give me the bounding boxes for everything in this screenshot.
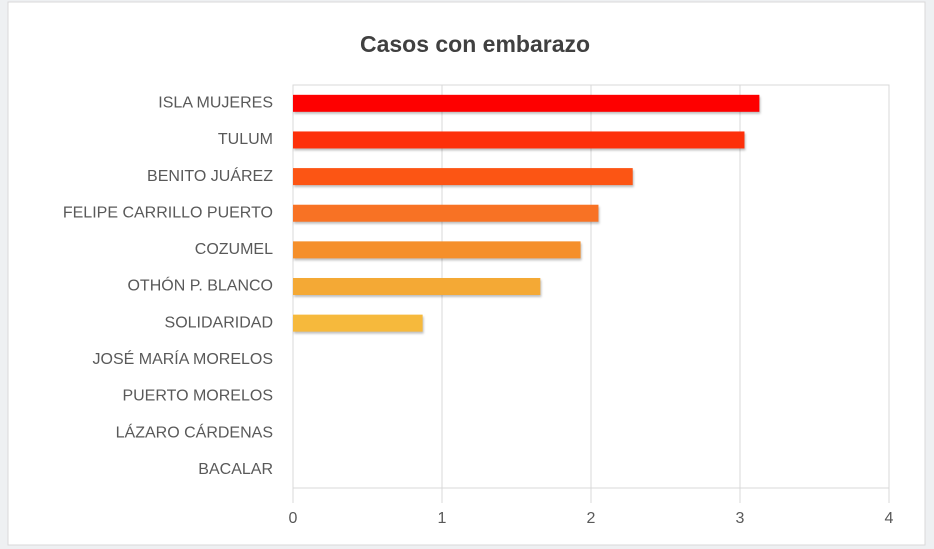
bar — [293, 168, 633, 186]
y-tick-label: LÁZARO CÁRDENAS — [116, 422, 273, 441]
chart-title: Casos con embarazo — [360, 31, 590, 57]
y-tick-label: FELIPE CARRILLO PUERTO — [63, 204, 273, 221]
x-tick-label: 3 — [736, 510, 745, 527]
y-tick-label: TULUM — [218, 131, 273, 148]
bar — [293, 314, 423, 332]
bar — [293, 241, 581, 259]
y-tick-label: BACALAR — [198, 461, 273, 478]
bar — [293, 278, 541, 295]
x-tick-label: 0 — [289, 510, 298, 527]
y-tick-label: JOSÉ MARÍA MORELOS — [93, 349, 273, 368]
x-tick-label: 2 — [587, 510, 596, 527]
y-tick-label: ISLA MUJERES — [158, 95, 273, 112]
y-tick-label: PUERTO MORELOS — [122, 388, 273, 405]
bar — [293, 131, 745, 149]
bar — [293, 204, 599, 222]
y-tick-label: SOLIDARIDAD — [165, 314, 273, 331]
chart-card — [7, 1, 926, 546]
x-tick-label: 4 — [885, 510, 894, 527]
y-tick-label: BENITO JUÁREZ — [147, 166, 273, 185]
y-tick-label: OTHÓN P. BLANCO — [127, 276, 273, 295]
y-tick-label: COZUMEL — [195, 241, 273, 258]
bar — [293, 94, 760, 112]
x-tick-label: 1 — [438, 510, 447, 527]
